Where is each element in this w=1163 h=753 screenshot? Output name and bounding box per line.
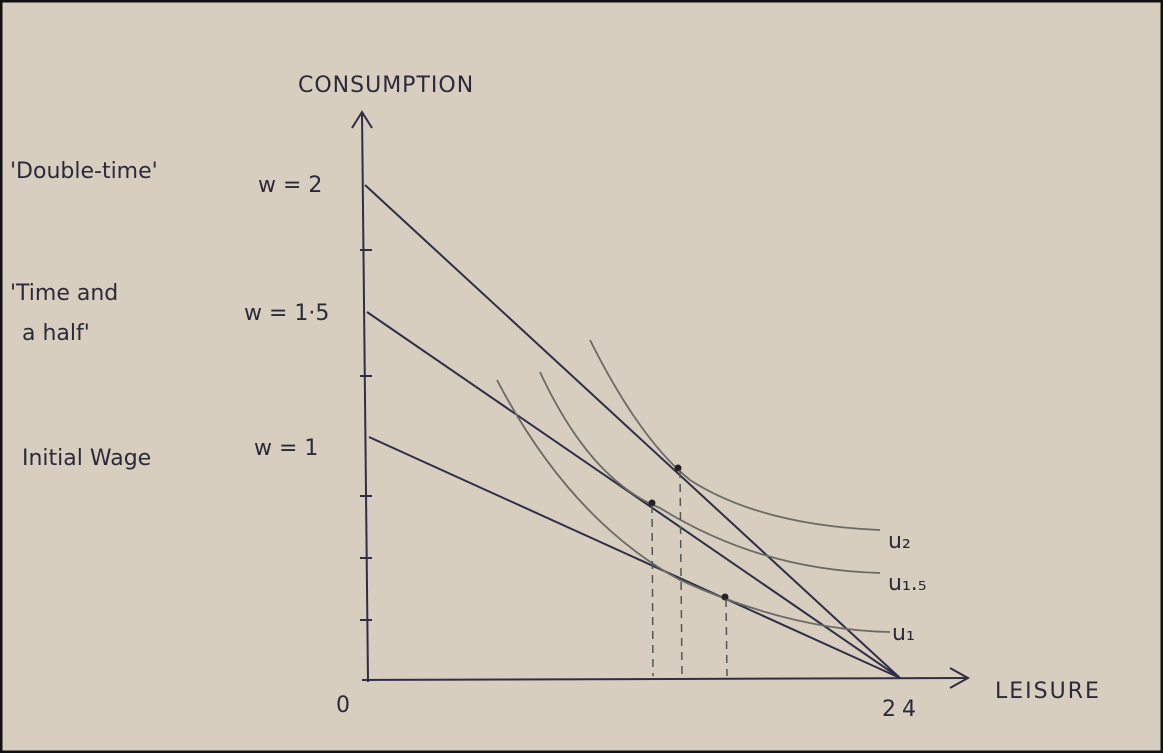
line-name: 'Double-time' xyxy=(10,159,158,184)
wage-label: w = 1·5 xyxy=(244,301,329,326)
stroke xyxy=(722,594,729,601)
line-name: a half' xyxy=(22,321,90,346)
y-axis-label: CONSUMPTION xyxy=(298,73,474,98)
curve-label: u₁.₅ xyxy=(888,571,927,596)
paper xyxy=(1,1,1162,752)
diagram: CONSUMPTION LEISURE 0 24 'Double-time' w… xyxy=(0,0,1163,753)
line-name: Initial Wage xyxy=(22,446,151,471)
curve-label: u₁ xyxy=(892,621,915,646)
x-axis-label: LEISURE xyxy=(995,679,1101,704)
x-end-label: 24 xyxy=(882,697,922,722)
curve-label: u₂ xyxy=(888,529,911,554)
wage-label: w = 2 xyxy=(258,173,322,198)
line-name: 'Time and xyxy=(10,281,118,306)
origin-label: 0 xyxy=(336,693,350,718)
wage-label: w = 1 xyxy=(254,436,318,461)
